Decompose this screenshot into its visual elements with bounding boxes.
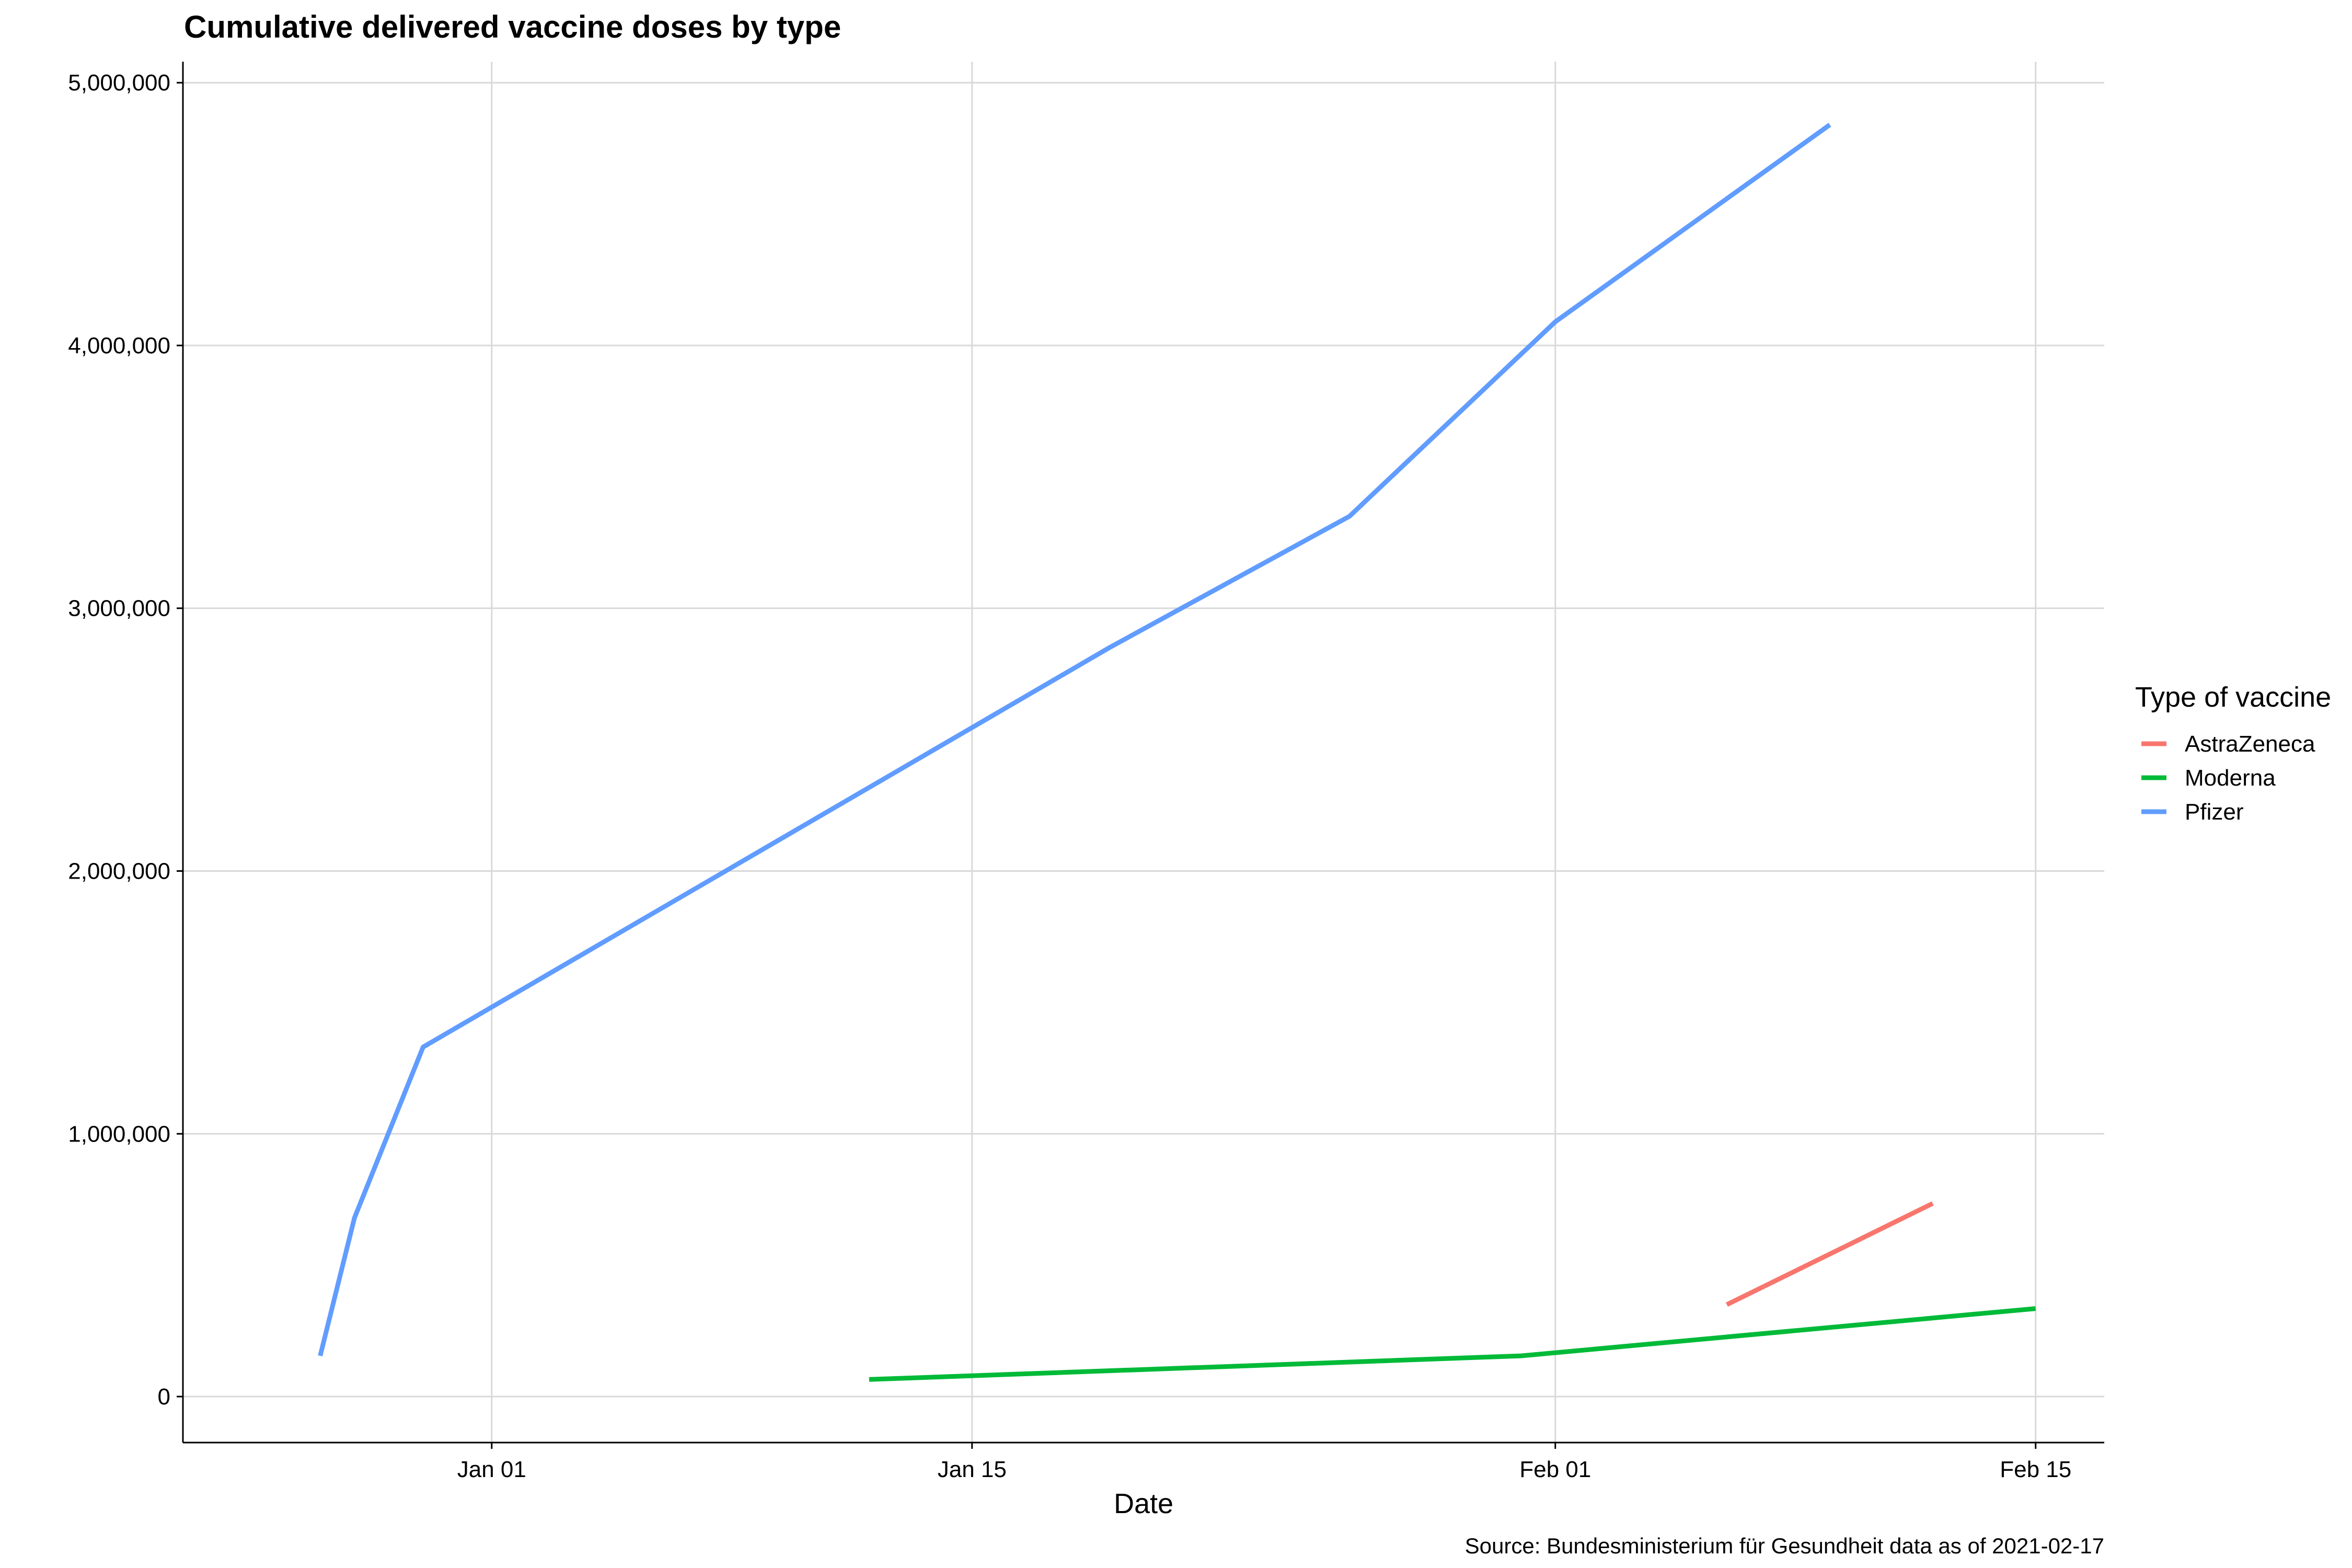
legend-label-moderna: Moderna <box>2185 765 2276 791</box>
chart-title: Cumulative delivered vaccine doses by ty… <box>184 9 841 44</box>
y-tick-label: 5,000,000 <box>68 70 170 96</box>
x-tick-label: Feb 15 <box>2000 1457 2071 1482</box>
gridlines <box>183 62 2104 1443</box>
y-axis-ticks: 0 1,000,000 2,000,000 3,000,000 4,000,000 5,0… <box>68 70 183 1410</box>
y-tick-label: 3,000,000 <box>68 596 170 621</box>
legend-items: AstraZeneca Moderna Pfizer <box>2141 731 2315 825</box>
series-line-moderna <box>869 1306 2036 1382</box>
y-tick-label: 4,000,000 <box>68 333 170 359</box>
axes <box>182 62 2104 1444</box>
x-axis-label: Date <box>1114 1488 1173 1519</box>
x-axis-ticks: Jan 01 Jan 15 Feb 01 Feb 15 <box>457 1443 2071 1482</box>
x-tick-label: Jan 01 <box>457 1457 526 1482</box>
chart-caption: Source: Bundesministerium für Gesundheit… <box>1465 1534 2104 1558</box>
y-tick-label: 2,000,000 <box>68 858 170 884</box>
series-lines <box>318 123 2036 1382</box>
y-tick-label: 0 <box>158 1384 170 1410</box>
legend: Type of vaccine AstraZeneca Moderna Pfizer <box>2135 682 2331 825</box>
y-tick-label: 1,000,000 <box>68 1121 170 1147</box>
series-line-pfizer <box>318 123 1831 1357</box>
legend-label-pfizer: Pfizer <box>2185 799 2243 825</box>
series-line-astrazeneca <box>1725 1201 1934 1307</box>
legend-label-astrazeneca: AstraZeneca <box>2185 731 2315 757</box>
x-tick-label: Jan 15 <box>938 1457 1007 1482</box>
legend-title: Type of vaccine <box>2135 682 2331 713</box>
x-tick-label: Feb 01 <box>1519 1457 1591 1482</box>
